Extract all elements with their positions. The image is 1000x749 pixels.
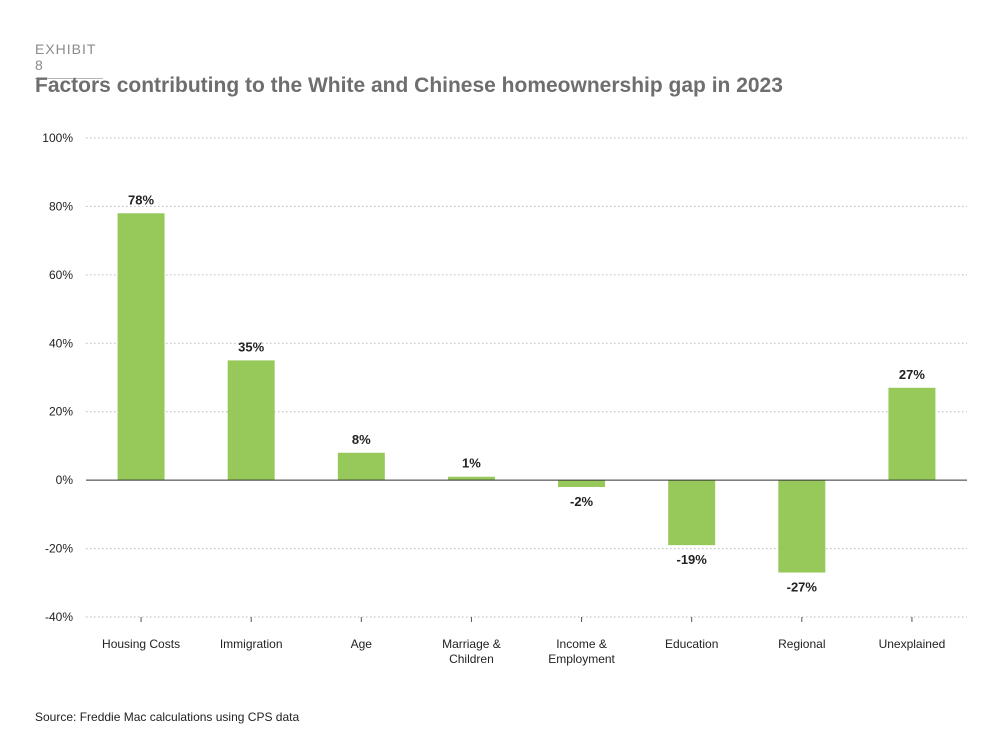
category-label: Regional (778, 637, 825, 651)
bar (888, 387, 936, 481)
gridlines (86, 137, 967, 618)
category-label: Unexplained (879, 637, 946, 651)
bar (668, 480, 716, 546)
category-label: Marriage & (442, 637, 501, 651)
bar (117, 213, 165, 481)
data-label: -27% (787, 580, 818, 595)
category-label: Housing Costs (102, 637, 180, 651)
bar (558, 480, 606, 487)
data-label: -19% (677, 552, 708, 567)
data-label: -2% (570, 494, 594, 509)
data-label: 8% (352, 432, 371, 447)
y-tick-label: -40% (45, 610, 73, 624)
y-tick-label: 100% (42, 131, 73, 145)
data-label: 1% (462, 456, 481, 471)
bars (117, 213, 936, 573)
source-note: Source: Freddie Mac calculations using C… (35, 710, 300, 724)
y-axis-ticks: -40% -20% 0% 20% 40% 60% 80% 100% (42, 131, 73, 624)
y-tick-label: 60% (49, 268, 73, 282)
category-label: Age (351, 637, 373, 651)
y-tick-label: 40% (49, 336, 73, 350)
category-label: Employment (548, 652, 615, 666)
category-label: Children (449, 652, 494, 666)
exhibit-label: EXHIBIT 8 (35, 41, 103, 79)
data-label: 35% (238, 339, 264, 354)
category-label: Immigration (220, 637, 283, 651)
bar (447, 476, 495, 481)
data-label: 27% (899, 367, 925, 382)
y-tick-label: -20% (45, 542, 73, 556)
y-tick-label: 20% (49, 405, 73, 419)
category-label: Income & (556, 637, 607, 651)
category-label: Education (665, 637, 718, 651)
data-labels: 78% 35% 8% 1% -2% -19% -27% 27% (128, 192, 925, 594)
y-tick-label: 80% (49, 199, 73, 213)
data-label: 78% (128, 192, 154, 207)
bar (227, 360, 275, 481)
y-tick-label: 0% (56, 473, 74, 487)
x-axis-ticks: Housing Costs Immigration Age Marriage &Chi… (102, 617, 945, 666)
chart-title: Factors contributing to the White and Ch… (35, 74, 783, 97)
bar (337, 452, 385, 481)
bar (778, 480, 826, 573)
